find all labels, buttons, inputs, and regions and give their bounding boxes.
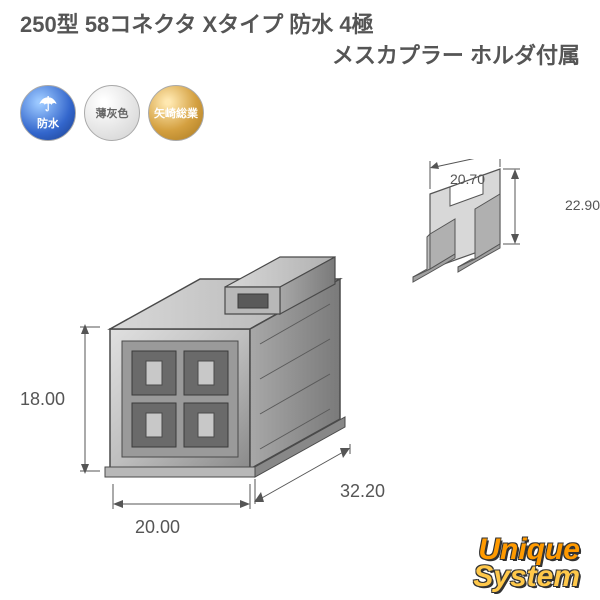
dim-depth <box>250 444 410 534</box>
badge-row: ☂ 防水 薄灰色 矢崎総業 <box>0 77 600 149</box>
brand-logo: Unique System <box>473 536 580 590</box>
product-title: 250型 58コネクタ Xタイプ 防水 4極 メスカプラー ホルダ付属 <box>0 0 600 77</box>
badge-waterproof-label: 防水 <box>37 115 59 131</box>
dim-width-value: 20.00 <box>135 517 180 538</box>
dim-height-value: 18.00 <box>20 389 65 410</box>
badge-brand: 矢崎総業 <box>148 85 204 141</box>
umbrella-icon: ☂ <box>39 95 57 115</box>
logo-word-2: System <box>473 560 580 593</box>
holder-drawing <box>405 159 575 309</box>
badge-waterproof: ☂ 防水 <box>20 85 76 141</box>
title-line-2: メスカプラー ホルダ付属 <box>20 41 580 72</box>
badge-color: 薄灰色 <box>84 85 140 141</box>
dim-holder-height: 22.90 <box>565 197 600 213</box>
dim-width <box>95 484 275 534</box>
diagram-area: 18.00 20.00 32.20 <box>0 149 600 569</box>
badge-brand-label: 矢崎総業 <box>154 105 198 121</box>
title-line-1: 250型 58コネクタ Xタイプ 防水 4極 <box>20 10 580 41</box>
badge-color-label: 薄灰色 <box>96 105 129 121</box>
dim-depth-value: 32.20 <box>340 481 385 502</box>
dim-holder-width: 20.70 <box>450 171 485 187</box>
dim-height <box>40 324 100 504</box>
